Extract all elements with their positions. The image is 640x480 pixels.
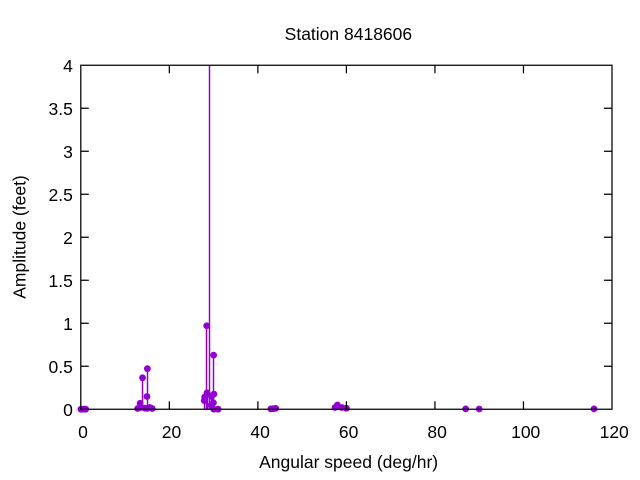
svg-text:Station 8418606: Station 8418606 (285, 24, 412, 44)
svg-text:40: 40 (250, 422, 270, 442)
svg-text:1.5: 1.5 (48, 271, 72, 291)
svg-text:0: 0 (78, 422, 88, 442)
svg-text:0.5: 0.5 (48, 357, 72, 377)
svg-text:20: 20 (162, 422, 182, 442)
svg-text:60: 60 (339, 422, 359, 442)
svg-text:2.5: 2.5 (48, 185, 72, 205)
svg-text:2: 2 (63, 228, 73, 248)
svg-text:Amplitude (feet): Amplitude (feet) (10, 175, 30, 299)
svg-text:100: 100 (511, 422, 540, 442)
svg-text:80: 80 (427, 422, 447, 442)
svg-text:3.5: 3.5 (48, 99, 72, 119)
svg-text:Angular speed (deg/hr): Angular speed (deg/hr) (259, 452, 438, 472)
svg-text:120: 120 (600, 422, 629, 442)
svg-text:4: 4 (63, 56, 73, 76)
svg-text:1: 1 (63, 314, 73, 334)
svg-text:3: 3 (63, 142, 73, 162)
svg-text:0: 0 (63, 400, 73, 420)
